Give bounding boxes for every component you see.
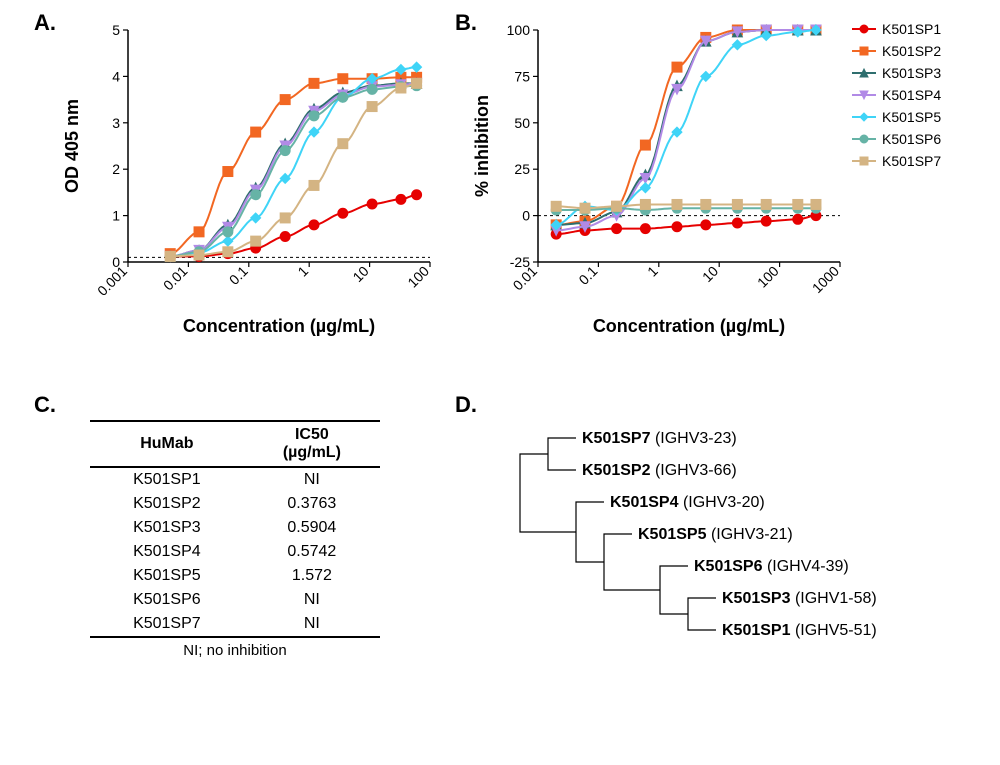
svg-text:K501SP7 (IGHV3-23): K501SP7 (IGHV3-23) bbox=[582, 430, 737, 447]
svg-text:Concentration (µg/mL): Concentration (µg/mL) bbox=[183, 316, 375, 336]
svg-text:4: 4 bbox=[112, 68, 120, 84]
svg-text:2: 2 bbox=[112, 161, 120, 177]
legend-label: K501SP5 bbox=[882, 109, 941, 125]
svg-text:25: 25 bbox=[514, 161, 530, 177]
table-row: K501SP1NI bbox=[90, 467, 380, 492]
ic50-table: HuMab IC50(µg/mL) K501SP1NIK501SP20.3763… bbox=[90, 420, 380, 659]
legend-item: K501SP5 bbox=[850, 108, 941, 126]
svg-text:0.01: 0.01 bbox=[160, 263, 191, 294]
table-row: K501SP6NI bbox=[90, 588, 380, 612]
legend-item: K501SP7 bbox=[850, 152, 941, 170]
svg-text:75: 75 bbox=[514, 68, 530, 84]
phylogenetic-tree: K501SP7 (IGHV3-23) K501SP2 (IGHV3-66) K501… bbox=[510, 420, 970, 685]
table-col-1: HuMab bbox=[90, 421, 244, 467]
svg-text:100: 100 bbox=[754, 263, 782, 291]
table-footnote: NI; no inhibition bbox=[90, 642, 380, 659]
series-legend: K501SP1 K501SP2 K501SP3 K501SP4 K501SP5 K501S… bbox=[850, 20, 941, 174]
svg-text:1000: 1000 bbox=[809, 263, 842, 296]
svg-text:0.1: 0.1 bbox=[226, 263, 251, 288]
svg-text:10: 10 bbox=[699, 263, 721, 285]
table-row: K501SP51.572 bbox=[90, 564, 380, 588]
svg-text:K501SP2 (IGHV3-66): K501SP2 (IGHV3-66) bbox=[582, 462, 737, 479]
svg-text:50: 50 bbox=[514, 115, 530, 131]
svg-text:K501SP1 (IGHV5-51): K501SP1 (IGHV5-51) bbox=[722, 622, 877, 639]
svg-text:100: 100 bbox=[507, 22, 531, 38]
svg-text:100: 100 bbox=[404, 263, 432, 291]
legend-item: K501SP3 bbox=[850, 64, 941, 82]
legend-label: K501SP2 bbox=[882, 43, 941, 59]
legend-label: K501SP6 bbox=[882, 131, 941, 147]
table-col-2: IC50(µg/mL) bbox=[244, 421, 380, 467]
svg-text:0.001: 0.001 bbox=[94, 263, 130, 299]
panel-c-label: C. bbox=[34, 392, 56, 418]
legend-item: K501SP4 bbox=[850, 86, 941, 104]
svg-text:1: 1 bbox=[112, 208, 120, 224]
svg-text:K501SP3 (IGHV1-58): K501SP3 (IGHV1-58) bbox=[722, 590, 877, 607]
table-row: K501SP7NI bbox=[90, 612, 380, 637]
svg-text:Concentration (µg/mL): Concentration (µg/mL) bbox=[593, 316, 785, 336]
svg-text:10: 10 bbox=[349, 263, 371, 285]
svg-text:K501SP6 (IGHV4-39): K501SP6 (IGHV4-39) bbox=[694, 558, 849, 575]
legend-label: K501SP7 bbox=[882, 153, 941, 169]
table-row: K501SP40.5742 bbox=[90, 540, 380, 564]
svg-text:3: 3 bbox=[112, 115, 120, 131]
legend-item: K501SP1 bbox=[850, 20, 941, 38]
table-row: K501SP20.3763 bbox=[90, 492, 380, 516]
legend-label: K501SP4 bbox=[882, 87, 941, 103]
table-row: K501SP30.5904 bbox=[90, 516, 380, 540]
svg-text:OD 405 nm: OD 405 nm bbox=[62, 99, 82, 193]
svg-text:K501SP5 (IGHV3-21): K501SP5 (IGHV3-21) bbox=[638, 526, 793, 543]
legend-label: K501SP3 bbox=[882, 65, 941, 81]
svg-text:K501SP4 (IGHV3-20): K501SP4 (IGHV3-20) bbox=[610, 494, 765, 511]
chart-b: -2502550751000.010.11101001000Concentrat… bbox=[470, 20, 850, 345]
chart-a: 0123450.0010.010.1110100Concentration (µ… bbox=[60, 20, 440, 345]
legend-item: K501SP6 bbox=[850, 130, 941, 148]
legend-item: K501SP2 bbox=[850, 42, 941, 60]
svg-text:% inhibition: % inhibition bbox=[472, 95, 492, 197]
panel-a-label: A. bbox=[34, 10, 56, 36]
panel-d-label: D. bbox=[455, 392, 477, 418]
svg-text:0.1: 0.1 bbox=[575, 263, 600, 288]
legend-label: K501SP1 bbox=[882, 21, 941, 37]
svg-text:5: 5 bbox=[112, 22, 120, 38]
svg-text:0: 0 bbox=[522, 208, 530, 224]
